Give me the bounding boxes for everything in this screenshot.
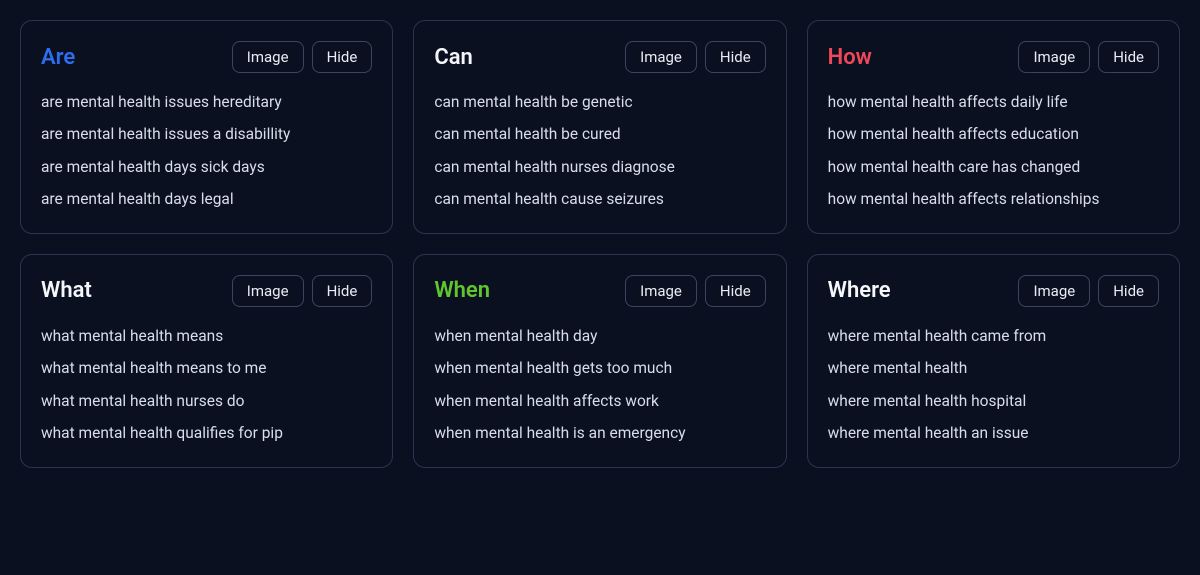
image-button[interactable]: Image — [232, 41, 304, 73]
list-item[interactable]: how mental health care has changed — [828, 156, 1159, 178]
card-header: When ImageHide — [434, 275, 765, 307]
card-actions: ImageHide — [1018, 275, 1159, 307]
card-list: can mental health be genetic can mental h… — [434, 91, 765, 211]
list-item[interactable]: when mental health affects work — [434, 390, 765, 412]
list-item[interactable]: are mental health days legal — [41, 188, 372, 210]
card-header: Where ImageHide — [828, 275, 1159, 307]
list-item[interactable]: where mental health hospital — [828, 390, 1159, 412]
image-button[interactable]: Image — [1018, 41, 1090, 73]
card-list: are mental health issues hereditary are m… — [41, 91, 372, 211]
hide-button[interactable]: Hide — [312, 275, 373, 307]
hide-button[interactable]: Hide — [1098, 41, 1159, 73]
list-item[interactable]: can mental health be cured — [434, 123, 765, 145]
list-item[interactable]: how mental health affects daily life — [828, 91, 1159, 113]
list-item[interactable]: are mental health days sick days — [41, 156, 372, 178]
hide-button[interactable]: Hide — [312, 41, 373, 73]
card-title: Where — [828, 278, 891, 303]
list-item[interactable]: can mental health be genetic — [434, 91, 765, 113]
list-item[interactable]: can mental health cause seizures — [434, 188, 765, 210]
card-how: How ImageHide how mental health affects da… — [807, 20, 1180, 234]
hide-button[interactable]: Hide — [705, 41, 766, 73]
list-item[interactable]: what mental health means — [41, 325, 372, 347]
list-item[interactable]: what mental health qualifies for pip — [41, 422, 372, 444]
list-item[interactable]: how mental health affects education — [828, 123, 1159, 145]
card-title: How — [828, 45, 872, 70]
card-actions: ImageHide — [232, 275, 373, 307]
list-item[interactable]: what mental health nurses do — [41, 390, 372, 412]
hide-button[interactable]: Hide — [1098, 275, 1159, 307]
image-button[interactable]: Image — [1018, 275, 1090, 307]
card-list: how mental health affects daily life how … — [828, 91, 1159, 211]
card-title: Can — [434, 45, 473, 70]
image-button[interactable]: Image — [232, 275, 304, 307]
card-title: When — [434, 278, 490, 303]
card-header: How ImageHide — [828, 41, 1159, 73]
card-list: when mental health day when mental health… — [434, 325, 765, 445]
list-item[interactable]: can mental health nurses diagnose — [434, 156, 765, 178]
image-button[interactable]: Image — [625, 275, 697, 307]
list-item[interactable]: are mental health issues hereditary — [41, 91, 372, 113]
list-item[interactable]: are mental health issues a disabillity — [41, 123, 372, 145]
card-where: Where ImageHide where mental health came f… — [807, 254, 1180, 468]
hide-button[interactable]: Hide — [705, 275, 766, 307]
list-item[interactable]: where mental health — [828, 357, 1159, 379]
card-actions: ImageHide — [625, 41, 766, 73]
card-can: Can ImageHide can mental health be genetic… — [413, 20, 786, 234]
card-actions: ImageHide — [232, 41, 373, 73]
list-item[interactable]: what mental health means to me — [41, 357, 372, 379]
list-item[interactable]: how mental health affects relationships — [828, 188, 1159, 210]
card-title: Are — [41, 45, 75, 70]
card-actions: ImageHide — [1018, 41, 1159, 73]
card-are: Are ImageHide are mental health issues her… — [20, 20, 393, 234]
list-item[interactable]: when mental health day — [434, 325, 765, 347]
cards-grid: AreImageHideare mental health issues her… — [20, 20, 1180, 468]
list-item[interactable]: when mental health is an emergency — [434, 422, 765, 444]
image-button[interactable]: Image — [625, 41, 697, 73]
card-when: WhenImageHidewhen mental health daywhen … — [413, 254, 786, 468]
list-item[interactable]: where mental health an issue — [828, 422, 1159, 444]
list-item[interactable]: where mental health came from — [828, 325, 1159, 347]
card-list: where mental health came from where menta… — [828, 325, 1159, 445]
card-title: What — [41, 278, 92, 303]
card-header: What ImageHide — [41, 275, 372, 307]
card-actions: ImageHide — [625, 275, 766, 307]
card-list: what mental health means what mental heal… — [41, 325, 372, 445]
list-item[interactable]: when mental health gets too much — [434, 357, 765, 379]
card-what: WhatImageHidewhat mental health meanswha… — [20, 254, 393, 468]
card-header: Are ImageHide — [41, 41, 372, 73]
card-header: Can ImageHide — [434, 41, 765, 73]
